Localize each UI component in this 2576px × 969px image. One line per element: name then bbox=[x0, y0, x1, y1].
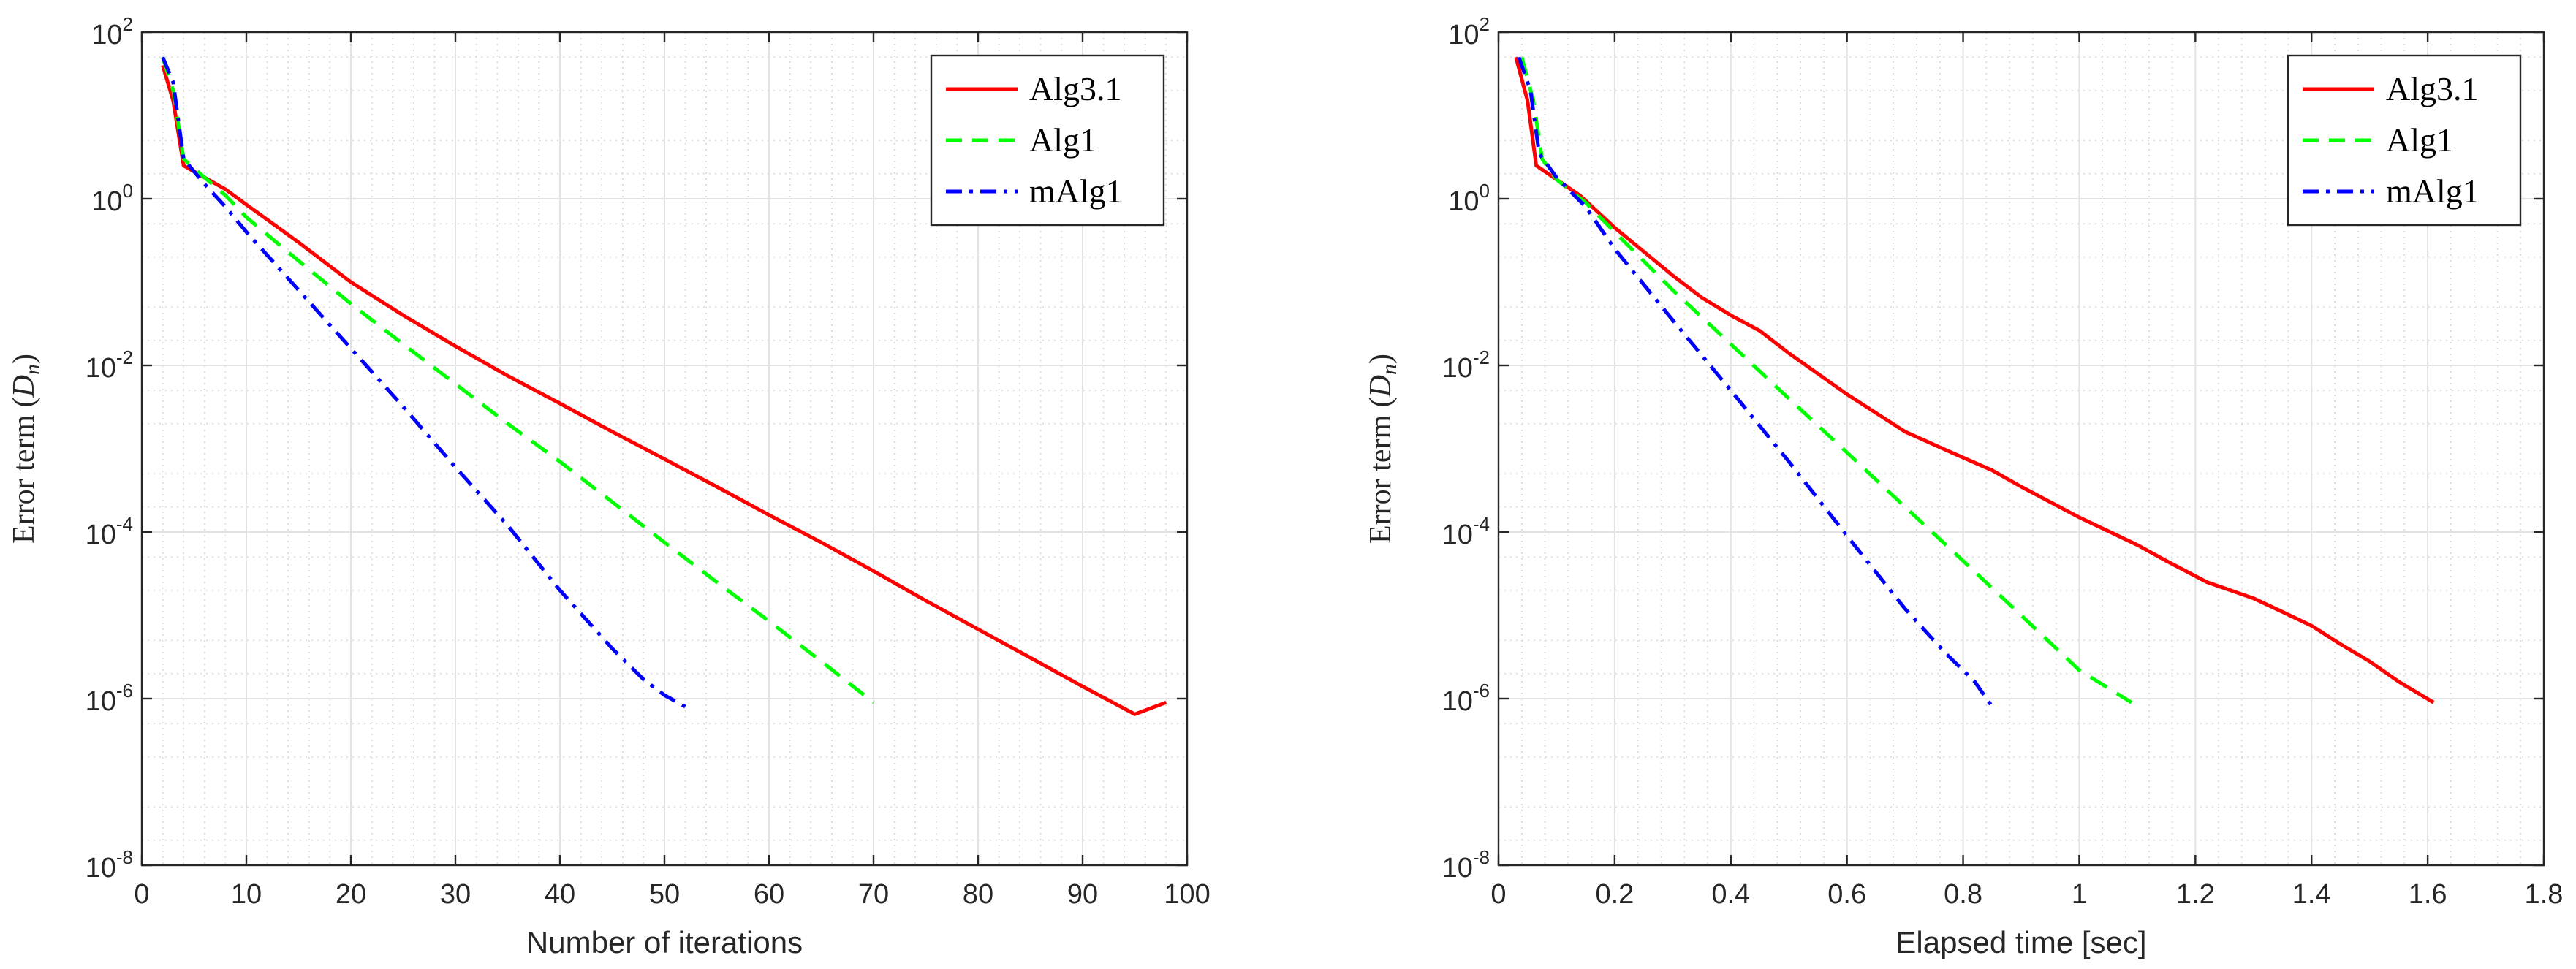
x-tick-label: 0 bbox=[134, 879, 149, 910]
y-tick-exponent: -8 bbox=[1473, 846, 1490, 868]
legend-label: mAlg1 bbox=[1029, 172, 1123, 210]
y-tick-exponent: -2 bbox=[116, 346, 133, 368]
legend: Alg3.1 Alg1 mAlg1 bbox=[2287, 54, 2522, 227]
y-tick-label: 100 bbox=[1448, 180, 1490, 217]
y-tick-exponent: -2 bbox=[1473, 346, 1490, 368]
legend-label: mAlg1 bbox=[2386, 172, 2480, 210]
x-tick-label: 0.6 bbox=[1827, 879, 1866, 910]
y-tick-label: 10-4 bbox=[86, 513, 133, 550]
y-tick-exponent: -6 bbox=[1473, 680, 1490, 702]
y-label-var: D bbox=[1364, 375, 1398, 398]
y-tick-base: 10 bbox=[1448, 20, 1479, 50]
y-tick-base: 10 bbox=[86, 686, 116, 717]
y-tick-label: 10-6 bbox=[1442, 680, 1490, 717]
y-tick-exponent: 0 bbox=[123, 180, 133, 202]
y-tick-base: 10 bbox=[86, 853, 116, 884]
series-line-alg31 bbox=[1514, 56, 2435, 704]
series-line-malg1 bbox=[161, 56, 686, 709]
y-tick-base: 10 bbox=[91, 186, 122, 217]
x-tick-label: 1.4 bbox=[2292, 879, 2331, 910]
y-label-close: ) bbox=[1364, 354, 1398, 364]
chart-1: 0 10 20 30 40 50 60 70 80 90 10010-810-610-410-210… bbox=[7, 13, 1211, 960]
x-tick-label: 1.2 bbox=[2176, 879, 2215, 910]
legend-label: Alg3.1 bbox=[2386, 70, 2479, 107]
x-tick-label: 40 bbox=[545, 879, 575, 910]
y-tick-base: 10 bbox=[1448, 186, 1479, 217]
x-tick-label: 100 bbox=[1164, 879, 1210, 910]
series-line-malg1 bbox=[1517, 56, 1994, 708]
x-tick-label: 30 bbox=[440, 879, 471, 910]
x-tick-label: 0.2 bbox=[1595, 879, 1634, 910]
x-tick-label: 20 bbox=[336, 879, 366, 910]
series-line-alg31 bbox=[161, 64, 1167, 716]
y-tick-exponent: -6 bbox=[116, 680, 133, 702]
series-line-alg1 bbox=[161, 56, 875, 704]
y-axis-label: Error term (Dn) bbox=[7, 354, 45, 544]
x-axis-label: Elapsed time [sec] bbox=[1895, 925, 2146, 960]
y-tick-label: 102 bbox=[1448, 13, 1490, 50]
x-tick-label: 0.8 bbox=[1944, 879, 1982, 910]
x-tick-label: 1.6 bbox=[2409, 879, 2447, 910]
y-axis-label: Error term (Dn) bbox=[1364, 354, 1401, 544]
x-tick-label: 10 bbox=[231, 879, 262, 910]
y-tick-exponent: -4 bbox=[1473, 513, 1490, 535]
y-label-var: D bbox=[7, 375, 41, 398]
x-tick-label: 80 bbox=[963, 879, 993, 910]
x-tick-label: 70 bbox=[858, 879, 889, 910]
axes-box bbox=[1497, 31, 2545, 867]
x-tick-label: 0.4 bbox=[1711, 879, 1750, 910]
x-tick-label: 0 bbox=[1490, 879, 1506, 910]
y-label-sub: n bbox=[20, 364, 45, 375]
y-tick-exponent: 0 bbox=[1480, 180, 1490, 202]
y-tick-base: 10 bbox=[1442, 686, 1473, 717]
legend-box bbox=[930, 54, 1165, 227]
y-tick-exponent: -8 bbox=[116, 846, 133, 868]
y-label-text: Error term ( bbox=[1364, 397, 1398, 544]
legend-label: Alg1 bbox=[2386, 121, 2453, 159]
y-tick-exponent: -4 bbox=[116, 513, 133, 535]
y-tick-label: 102 bbox=[91, 13, 133, 50]
y-tick-label: 10-8 bbox=[1442, 846, 1490, 884]
legend-label: Alg3.1 bbox=[1029, 70, 1122, 107]
x-tick-label: 50 bbox=[649, 879, 680, 910]
y-label-sub: n bbox=[1377, 364, 1401, 375]
y-tick-label: 100 bbox=[91, 180, 133, 217]
y-tick-exponent: 2 bbox=[123, 13, 133, 35]
y-tick-base: 10 bbox=[86, 353, 116, 384]
y-tick-base: 10 bbox=[1442, 853, 1473, 884]
y-tick-label: 10-2 bbox=[86, 346, 133, 384]
legend: Alg3.1 Alg1 mAlg1 bbox=[930, 54, 1165, 227]
x-axis-label: Number of iterations bbox=[526, 925, 803, 960]
x-tick-label: 1.8 bbox=[2525, 879, 2564, 910]
y-tick-base: 10 bbox=[86, 520, 116, 550]
y-tick-label: 10-6 bbox=[86, 680, 133, 717]
series-line-alg1 bbox=[1520, 56, 2133, 704]
y-tick-label: 10-8 bbox=[86, 846, 133, 884]
y-tick-base: 10 bbox=[1442, 520, 1473, 550]
y-tick-label: 10-4 bbox=[1442, 513, 1490, 550]
x-tick-label: 90 bbox=[1067, 879, 1098, 910]
chart-2: 0 0.2 0.4 0.6 0.8 1 1.2 1.4 1.6 1.810-810-610-410… bbox=[1364, 13, 2563, 960]
x-tick-label: 1 bbox=[2072, 879, 2087, 910]
x-tick-label: 60 bbox=[754, 879, 784, 910]
legend-box bbox=[2287, 54, 2522, 227]
y-label-close: ) bbox=[7, 354, 41, 364]
y-tick-exponent: 2 bbox=[1480, 13, 1490, 35]
y-label-text: Error term ( bbox=[7, 397, 41, 544]
y-tick-base: 10 bbox=[1442, 353, 1473, 384]
legend-label: Alg1 bbox=[1029, 121, 1096, 159]
y-tick-label: 10-2 bbox=[1442, 346, 1490, 384]
y-tick-base: 10 bbox=[91, 20, 122, 50]
